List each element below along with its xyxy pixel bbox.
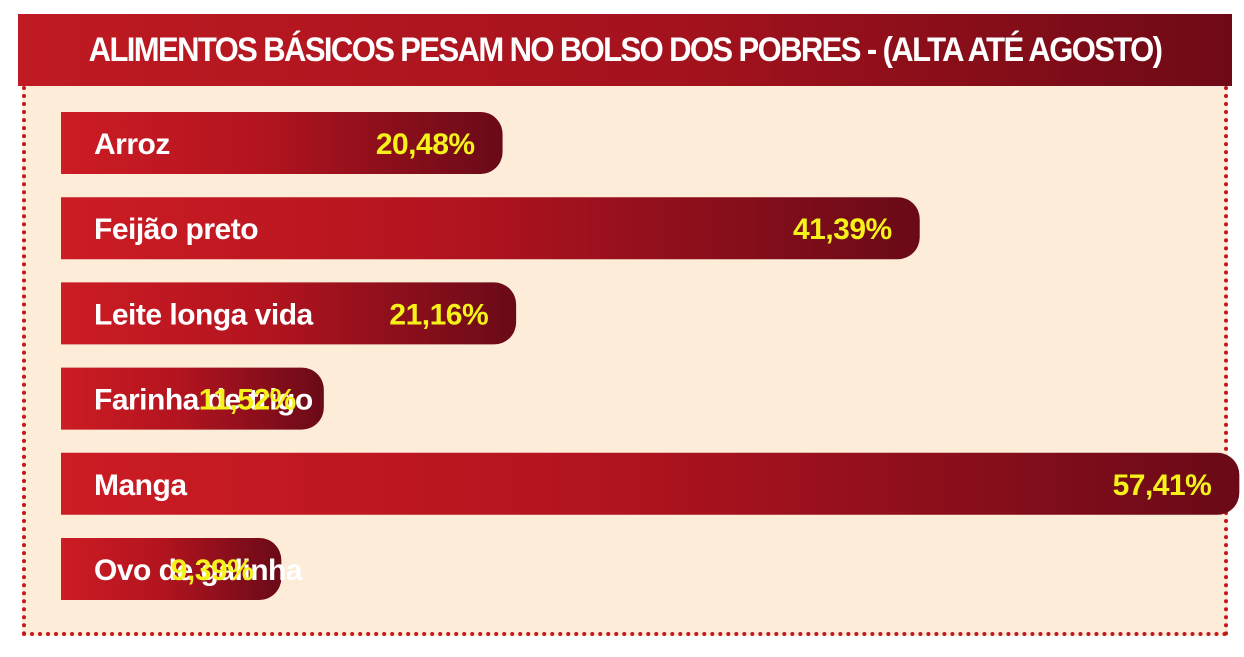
bar-value-farinha-de-trigo: 11,52% <box>199 384 296 417</box>
bar-value-manga: 57,41% <box>1113 469 1212 502</box>
bar-leite-longa-vida <box>61 282 517 345</box>
title-banner: ALIMENTOS BÁSICOS PESAM NO BOLSO DOS POB… <box>18 14 1232 86</box>
bar-label-arroz: Arroz <box>94 128 170 161</box>
bar-label-leite-longa-vida: Leite longa vida <box>94 298 314 331</box>
bar-label-manga: Manga <box>94 469 187 502</box>
bar-manga <box>61 452 1240 515</box>
bar-label-farinha-de-trigo: Farinha de trigo <box>94 384 313 417</box>
bar-arroz <box>61 112 503 174</box>
bar-value-ovo-de-galinha: 9,39% <box>171 554 254 587</box>
bar-ovo-de-galinha <box>61 538 282 600</box>
bar-value-leite-longa-vida: 21,16% <box>389 298 488 331</box>
bars-group: Arroz 20,48% Feijão preto 41,39% Leite longa… <box>61 112 1240 600</box>
bar-feijao-preto <box>61 197 920 260</box>
bar-farinha-de-trigo <box>61 367 324 430</box>
bar-label-feijao-preto: Feijão preto <box>94 213 258 246</box>
bar-value-feijao-preto: 41,39% <box>793 213 892 246</box>
chart-title: ALIMENTOS BÁSICOS PESAM NO BOLSO DOS POB… <box>88 29 1163 70</box>
bar-label-ovo-de-galinha: Ovo de galinha <box>94 554 303 587</box>
bar-value-arroz: 20,48% <box>376 128 475 161</box>
